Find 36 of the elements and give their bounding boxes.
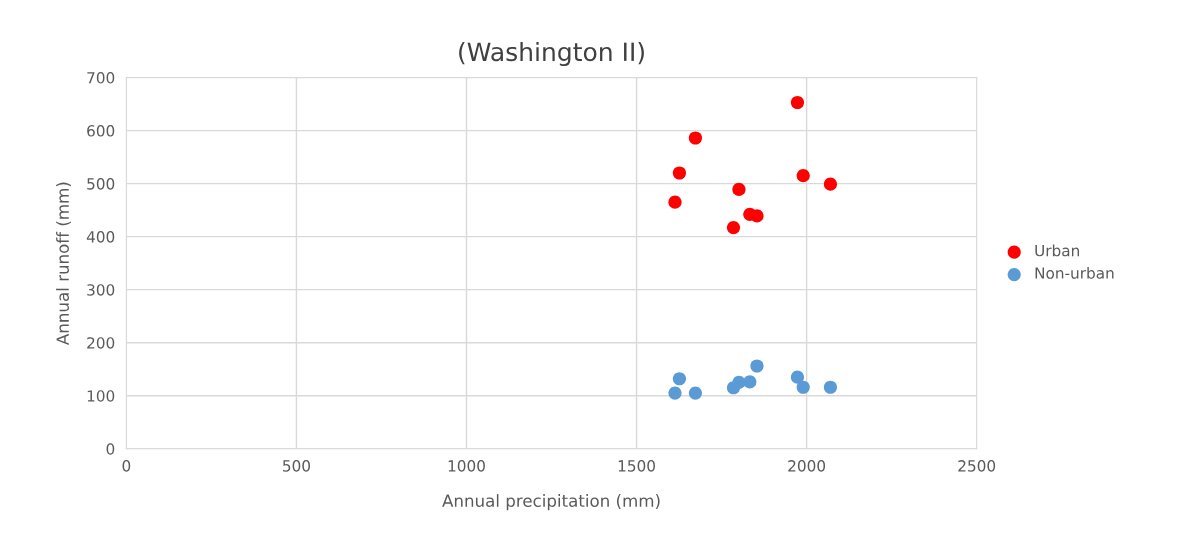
point bbox=[668, 195, 682, 209]
y-tick-label: 400 bbox=[86, 231, 115, 243]
x-tick-label: 2500 bbox=[958, 460, 996, 472]
point bbox=[790, 370, 805, 384]
y-tick-label: 600 bbox=[87, 125, 115, 137]
legend-label: Urban bbox=[1035, 244, 1079, 257]
point bbox=[750, 209, 764, 223]
y-tick-label: 300 bbox=[87, 284, 115, 296]
point bbox=[743, 375, 757, 389]
point bbox=[672, 166, 686, 180]
x-tick-label: 0 bbox=[122, 460, 131, 472]
y-axis-title: Annual runoff (mm) bbox=[56, 182, 71, 345]
point bbox=[726, 221, 741, 235]
x-tick-label: 1000 bbox=[448, 460, 485, 472]
x-tick-label: 500 bbox=[283, 460, 310, 472]
x-tick-label: 2000 bbox=[788, 460, 826, 472]
point bbox=[668, 386, 682, 400]
chart-title: (Washington II) bbox=[459, 41, 644, 67]
point bbox=[688, 386, 702, 400]
x-tick-label: 1500 bbox=[618, 460, 655, 472]
y-tick-label: 500 bbox=[87, 178, 115, 190]
point bbox=[750, 359, 764, 373]
point bbox=[796, 169, 810, 183]
y-tick-label: 100 bbox=[87, 390, 115, 402]
point bbox=[732, 182, 746, 197]
point bbox=[823, 177, 838, 191]
point bbox=[796, 380, 810, 394]
point bbox=[688, 131, 702, 145]
point bbox=[790, 95, 805, 110]
x-axis-title: Annual precipitation (mm) bbox=[442, 494, 660, 511]
point bbox=[823, 380, 838, 394]
legend-label: Non-urban bbox=[1035, 266, 1114, 279]
y-tick-label: 700 bbox=[87, 72, 115, 84]
y-tick-label: 0 bbox=[106, 443, 115, 455]
point bbox=[672, 372, 686, 386]
y-tick-label: 200 bbox=[87, 337, 115, 349]
